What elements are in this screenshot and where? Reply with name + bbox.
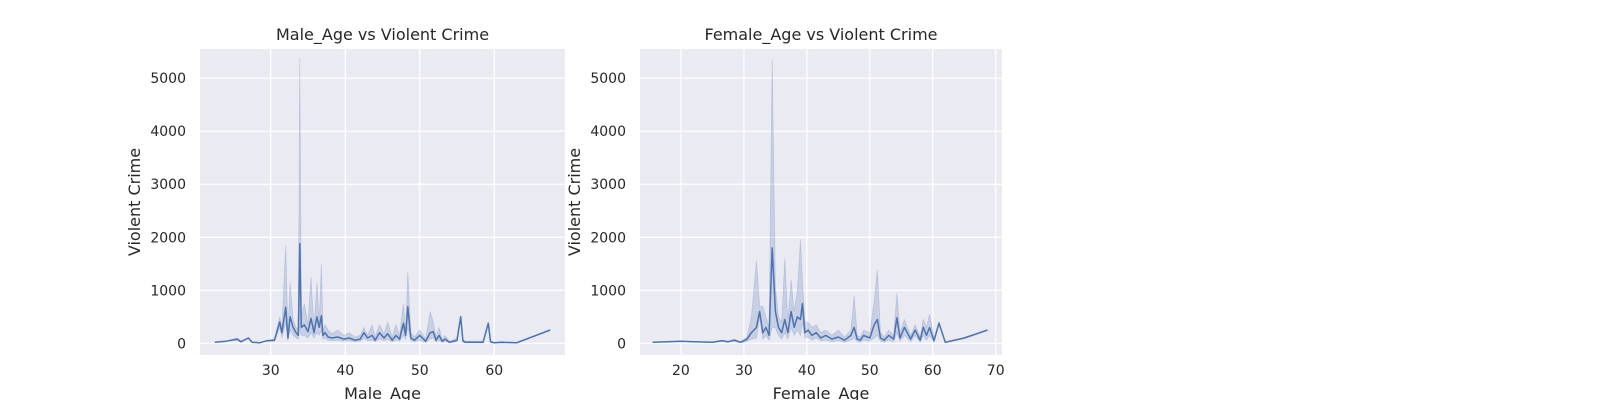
y-tick-label: 2000 [590, 230, 626, 246]
x-tick-label: 70 [987, 363, 1005, 379]
y-tick-label: 1000 [150, 283, 186, 299]
y-tick-label: 4000 [590, 124, 626, 140]
x-axis-title: Male_Age [344, 384, 421, 400]
x-tick-label: 40 [798, 363, 816, 379]
x-tick-label: 30 [735, 363, 753, 379]
y-tick-label: 5000 [150, 71, 186, 87]
x-tick-label: 20 [672, 363, 690, 379]
y-tick-label: 3000 [150, 177, 186, 193]
y-tick-label: 5000 [590, 71, 626, 87]
y-tick-label: 4000 [150, 124, 186, 140]
x-tick-label: 50 [411, 363, 429, 379]
plot-area [640, 49, 1002, 355]
chart-title: Male_Age vs Violent Crime [276, 25, 489, 45]
x-axis-title: Female_Age [773, 384, 870, 400]
y-axis-title: Violent Crime [565, 148, 584, 256]
plot-area [200, 49, 565, 355]
x-tick-label: 40 [336, 363, 354, 379]
y-tick-label: 0 [617, 336, 626, 352]
y-tick-label: 2000 [150, 230, 186, 246]
confidence-band [652, 59, 988, 344]
chart-male-age-vs-violent-crime: 30 40 50 60 0 1000 2000 3000 4000 5000 Male_Age vs… [125, 25, 565, 400]
x-tick-label: 60 [924, 363, 942, 379]
x-tick-label: 30 [262, 363, 280, 379]
y-tick-label: 0 [177, 336, 186, 352]
x-tick-label: 50 [861, 363, 879, 379]
series-line [214, 242, 551, 344]
x-tick-label: 60 [485, 363, 503, 379]
chart-title: Female_Age vs Violent Crime [704, 25, 937, 45]
chart-female-age-vs-violent-crime: 20 30 40 50 60 70 0 1000 2000 3000 4000 5000 Female_… [565, 25, 1005, 400]
y-tick-label: 1000 [590, 283, 626, 299]
series-line [652, 247, 988, 344]
y-axis-title: Violent Crime [125, 148, 144, 256]
y-tick-label: 3000 [590, 177, 626, 193]
